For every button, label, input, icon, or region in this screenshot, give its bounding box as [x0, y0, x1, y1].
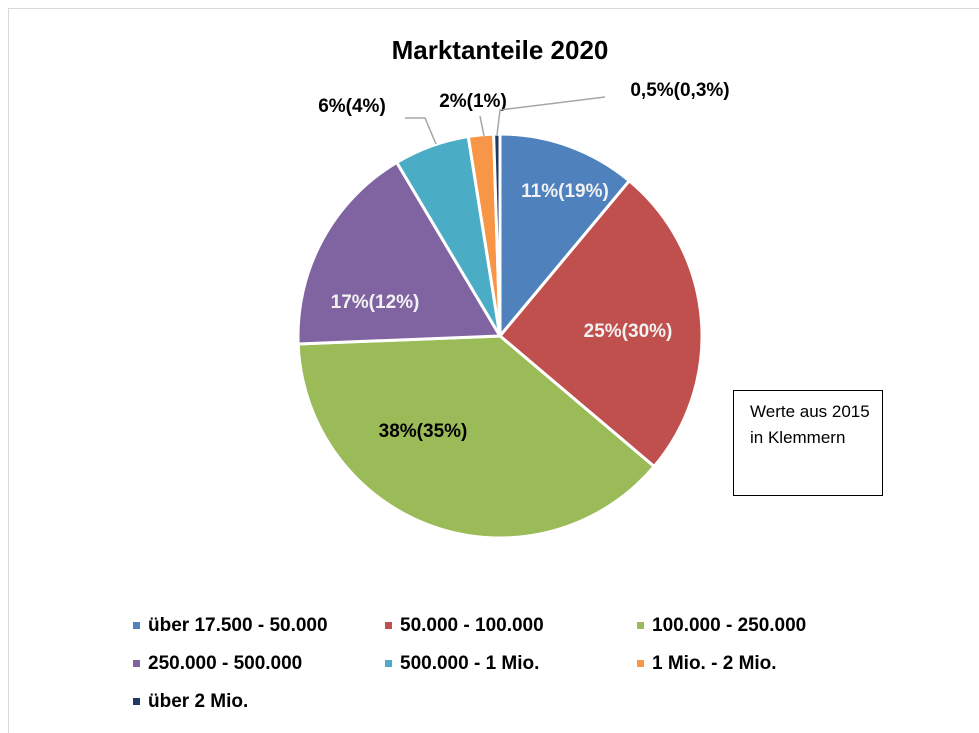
legend-swatch	[133, 622, 140, 629]
data-label: 11%(19%)	[521, 181, 609, 202]
legend-label: 500.000 - 1 Mio.	[400, 653, 539, 674]
legend-label: über 2 Mio.	[148, 691, 248, 712]
legend-swatch	[637, 660, 644, 667]
data-label: 6%(4%)	[318, 96, 386, 117]
chart-title: Marktanteile 2020	[392, 35, 609, 65]
legend-swatch	[637, 622, 644, 629]
legend-swatch	[133, 660, 140, 667]
chart-frame	[8, 8, 979, 733]
legend-label: über 17.500 - 50.000	[148, 615, 328, 636]
annotation: Werte aus 2015 in Klemmern	[733, 390, 883, 496]
leader-line	[405, 117, 437, 145]
legend-swatch	[133, 698, 140, 705]
data-label: 17%(12%)	[331, 292, 420, 313]
legend-swatch	[385, 622, 392, 629]
data-label: 38%(35%)	[379, 421, 468, 442]
pie-slice	[296, 334, 657, 540]
legend-label: 50.000 - 100.000	[400, 615, 544, 636]
data-label: 0,5%(0,3%)	[630, 80, 729, 101]
pie-slice	[296, 160, 503, 346]
pie-slice	[498, 132, 632, 341]
leader-line	[496, 96, 606, 136]
legend-label: 100.000 - 250.000	[652, 615, 806, 636]
data-label: 2%(1%)	[439, 91, 507, 112]
leader-line	[479, 115, 485, 137]
data-label: 25%(30%)	[584, 321, 673, 342]
legend-label: 1 Mio. - 2 Mio.	[652, 653, 777, 674]
legend-label: 250.000 - 500.000	[148, 653, 302, 674]
legend-swatch	[385, 660, 392, 667]
pie-slice	[497, 178, 704, 469]
